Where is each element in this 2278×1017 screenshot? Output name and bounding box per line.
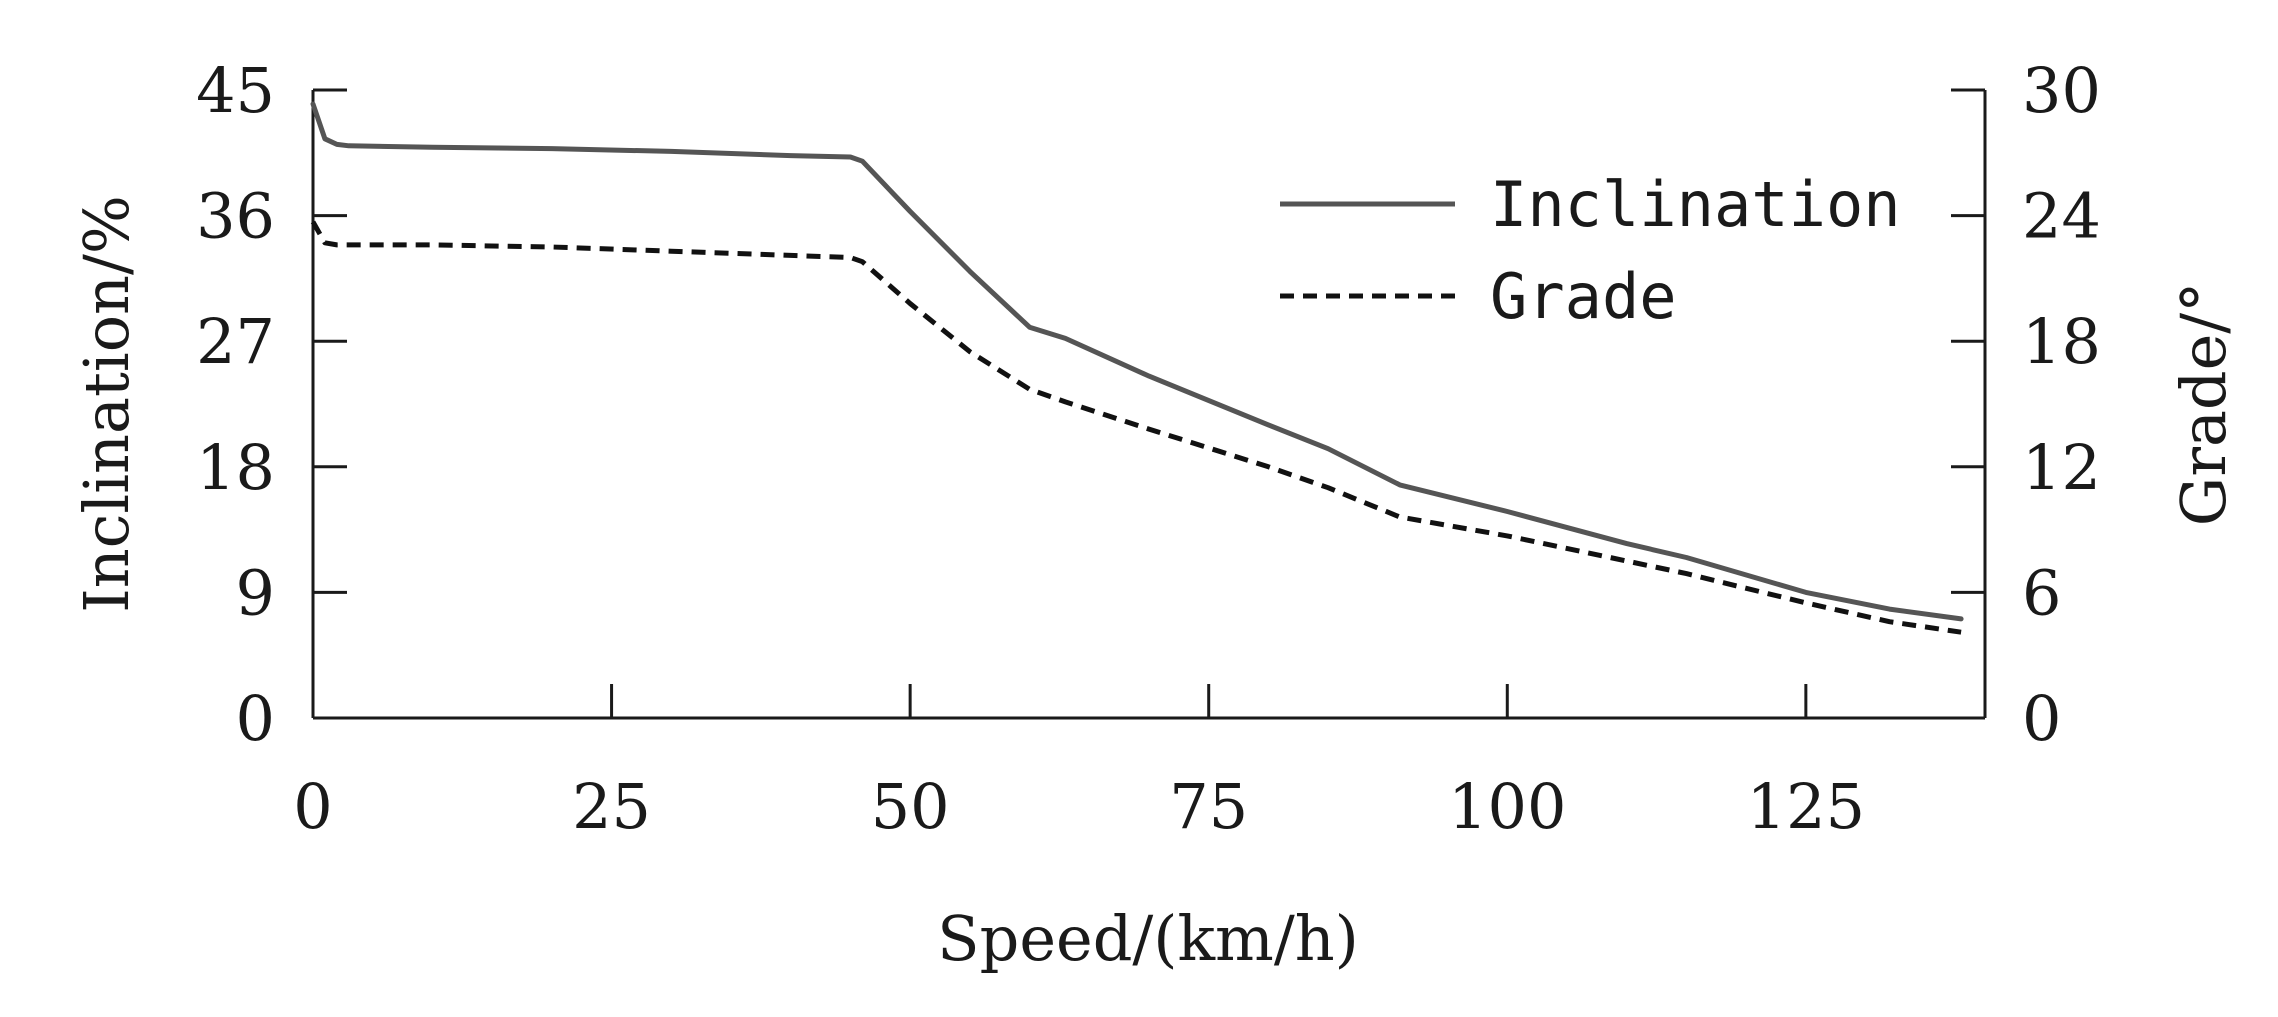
x-tick-label: 125 [1747,770,1865,843]
y-tick-label: 18 [196,431,275,504]
legend: Inclination Grade [1280,168,1901,333]
y2-axis-title: Grade/° [2167,282,2240,526]
y-tick-label: 36 [196,180,275,253]
y2-tick-label: 12 [2022,431,2101,504]
x-tick-label: 0 [293,770,332,843]
y-tick-label: 9 [236,556,275,629]
x-tick-label: 75 [1169,770,1248,843]
series-line-inclination [310,101,1964,622]
legend-label-inclination: Inclination [1490,168,1901,241]
legend-label-grade: Grade [1490,260,1677,333]
x-tick-label: 100 [1448,770,1566,843]
y2-tick-label: 18 [2022,305,2101,378]
y-axis-title: Inclination/% [70,195,143,613]
series-layer [310,101,1964,635]
y-tick-label: 45 [196,54,275,127]
y2-tick-label: 30 [2022,54,2101,127]
y2-tick-label: 24 [2022,180,2101,253]
y2-tick-label: 0 [2022,682,2061,755]
x-axis-title: Speed/(km/h) [937,902,1359,975]
x-ticks: 0 25 50 75 100 125 [293,684,1865,843]
y-tick-label: 27 [196,305,275,378]
x-tick-label: 25 [572,770,651,843]
y2-tick-label: 6 [2022,556,2061,629]
axes [311,90,1987,720]
x-tick-label: 50 [871,770,950,843]
series-line-grade [310,220,1962,635]
y-ticks: 0 9 18 27 36 45 [196,54,347,755]
y-tick-label: 0 [236,682,275,755]
y2-ticks: 0 6 12 18 24 30 [1951,54,2101,755]
